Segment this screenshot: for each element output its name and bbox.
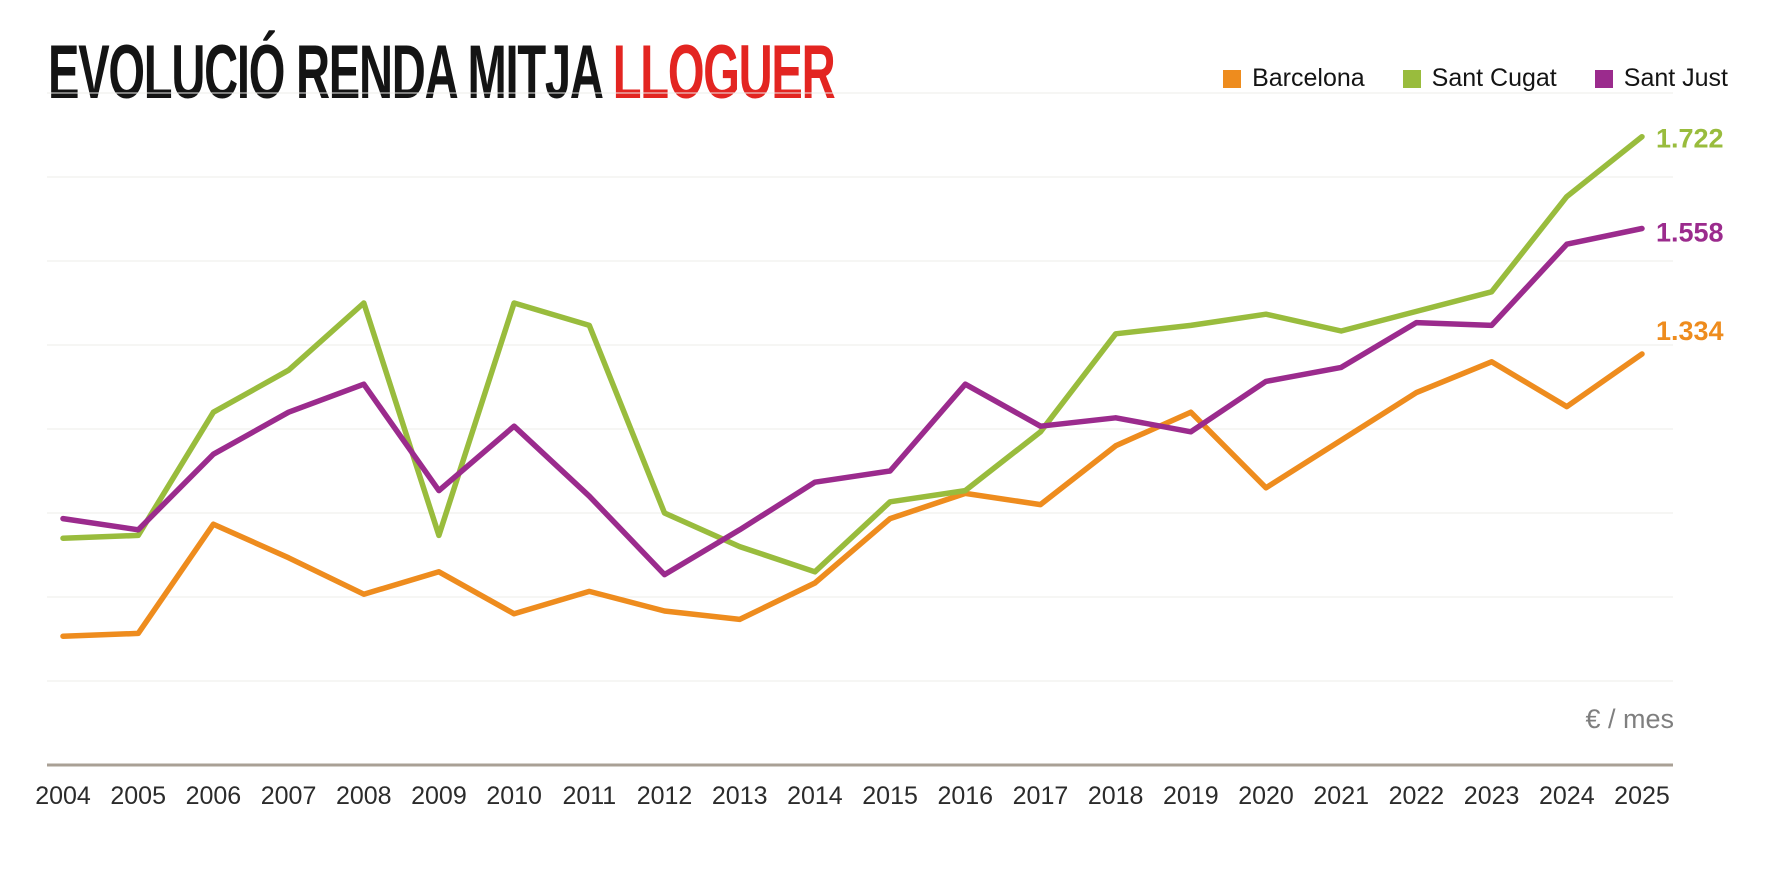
legend-item-barcelona[interactable]: Barcelona [1223, 64, 1365, 93]
page-title-highlight: LLOGUER [612, 30, 836, 115]
x-axis-label-2017: 2017 [1013, 782, 1069, 810]
x-axis-label-2011: 2011 [562, 782, 616, 810]
x-axis-label-2023: 2023 [1464, 782, 1520, 810]
legend-swatch-icon [1594, 69, 1613, 88]
legend: Barcelona Sant Cugat Sant Just [1223, 64, 1728, 93]
x-axis-label-2007: 2007 [261, 782, 317, 810]
y-axis-unit-label: € / mes [1585, 704, 1674, 734]
legend-swatch-icon [1223, 69, 1242, 88]
x-axis-label-2019: 2019 [1163, 782, 1219, 810]
series-line-barcelona [60, 351, 1645, 639]
x-axis-label-2024: 2024 [1539, 782, 1595, 810]
legend-label: Sant Cugat [1431, 64, 1557, 92]
series-line-sant-cugat [60, 133, 1645, 575]
x-axis-label-2020: 2020 [1238, 782, 1294, 810]
series-end-label-barcelona: 1.334 [1656, 316, 1724, 346]
x-axis-label-2010: 2010 [486, 782, 542, 810]
legend-item-sant-cugat[interactable]: Sant Cugat [1402, 64, 1557, 93]
x-axis-label-2009: 2009 [411, 782, 467, 810]
x-axis-label-2016: 2016 [937, 782, 993, 810]
legend-item-sant-just[interactable]: Sant Just [1594, 64, 1728, 93]
x-axis-label-2013: 2013 [712, 782, 768, 810]
series-line-sant-just [60, 225, 1645, 578]
x-axis-label-2021: 2021 [1313, 782, 1369, 810]
legend-label: Barcelona [1252, 64, 1365, 92]
legend-swatch-icon [1402, 69, 1421, 88]
series-end-label-sant-just: 1.558 [1656, 218, 1724, 248]
x-axis-label-2006: 2006 [186, 782, 242, 810]
x-axis-label-2014: 2014 [787, 782, 843, 810]
x-axis-label-2012: 2012 [637, 782, 693, 810]
x-axis-label-2025: 2025 [1614, 782, 1670, 810]
legend-label: Sant Just [1623, 64, 1728, 92]
x-axis-label-2015: 2015 [862, 782, 918, 810]
x-axis-label-2005: 2005 [110, 782, 166, 810]
page-title-main: EVOLUCIÓ RENDA MITJA [48, 30, 613, 115]
series-end-label-sant-cugat: 1.722 [1656, 124, 1724, 154]
x-axis-label-2008: 2008 [336, 782, 392, 810]
x-axis-label-2022: 2022 [1389, 782, 1445, 810]
x-axis-label-2004: 2004 [35, 782, 91, 810]
x-axis-label-2018: 2018 [1088, 782, 1144, 810]
page-title: EVOLUCIÓ RENDA MITJA LLOGUER [48, 35, 836, 111]
